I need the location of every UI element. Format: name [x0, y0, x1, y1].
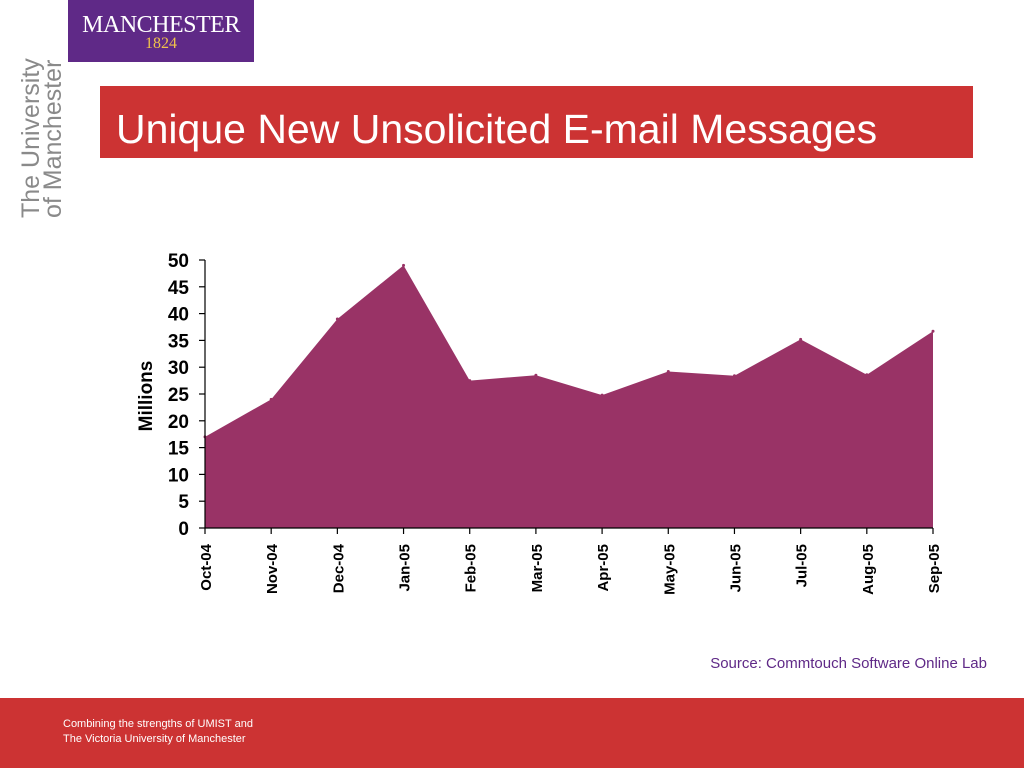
logo-wordmark: MANCHESTER	[82, 12, 240, 38]
data-point	[534, 373, 538, 377]
y-axis-title: Millions	[136, 361, 157, 432]
y-tick-label: 25	[168, 385, 190, 406]
y-tick-label: 20	[168, 412, 189, 433]
data-point	[402, 263, 406, 267]
y-tick-label: 0	[178, 519, 189, 540]
x-tick-label: Oct-04	[198, 543, 215, 590]
data-point	[865, 373, 869, 377]
source-note: Source: Commtouch Software Online Lab	[710, 655, 987, 672]
y-tick-label: 5	[178, 492, 189, 513]
x-tick-label: Apr-05	[595, 544, 612, 592]
y-tick-label: 35	[168, 331, 190, 352]
footer-bar: Combining the strengths of UMIST and The…	[0, 698, 1024, 768]
x-tick-label: Jan-05	[397, 544, 414, 592]
y-tick-label: 30	[168, 358, 189, 379]
x-tick-label: Mar-05	[529, 544, 546, 592]
y-tick-label: 40	[168, 305, 189, 326]
x-tick-label: May-05	[661, 544, 678, 595]
y-tick-label: 50	[168, 251, 189, 272]
title-bar: Unique New Unsolicited E-mail Messages	[100, 86, 973, 158]
x-tick-label: Feb-05	[463, 544, 480, 592]
data-point	[799, 337, 803, 341]
x-tick-label: Nov-04	[264, 543, 281, 594]
x-tick-label: Aug-05	[860, 544, 877, 595]
slide-title: Unique New Unsolicited E-mail Messages	[116, 106, 878, 152]
manchester-logo: MANCHESTER 1824	[68, 0, 254, 62]
x-tick-label: Sep-05	[926, 544, 943, 593]
data-point	[931, 329, 935, 333]
x-tick-label: Dec-04	[330, 543, 347, 593]
data-point	[732, 374, 736, 378]
footer-line-1: Combining the strengths of UMIST and	[63, 718, 253, 730]
logo-year: 1824	[145, 35, 177, 52]
y-tick-label: 15	[168, 439, 190, 460]
data-point	[335, 317, 339, 321]
data-point	[666, 369, 670, 373]
x-tick-label: Jul-05	[794, 544, 811, 587]
data-point	[468, 379, 472, 383]
x-tick-label: Jun-05	[727, 544, 744, 592]
y-tick-label: 10	[168, 465, 189, 486]
area-series	[205, 265, 933, 528]
footer-line-2: The Victoria University of Manchester	[63, 733, 246, 745]
data-point	[600, 393, 604, 397]
y-tick-label: 45	[168, 278, 190, 299]
data-point	[269, 397, 273, 401]
